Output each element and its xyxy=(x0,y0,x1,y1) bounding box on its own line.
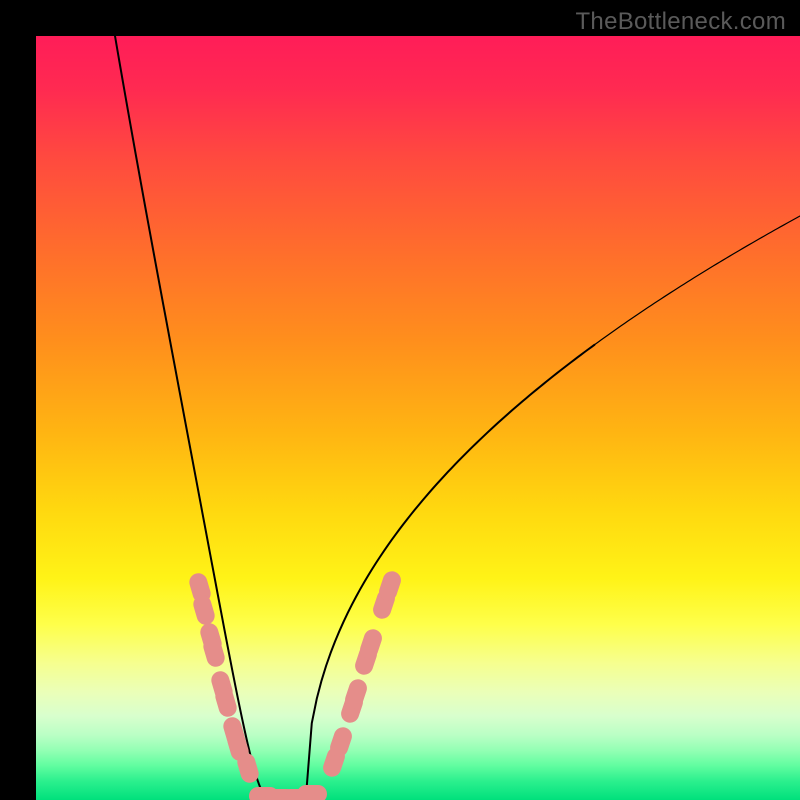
data-marker xyxy=(212,646,215,658)
data-marker xyxy=(246,762,249,774)
data-marker xyxy=(202,604,205,616)
data-marker xyxy=(369,638,373,649)
data-marker xyxy=(388,580,392,591)
chart-frame: TheBottleneck.com xyxy=(0,0,800,800)
data-marker xyxy=(236,740,239,752)
curve-overlay xyxy=(36,36,800,800)
curve-right-tail xyxy=(594,216,800,345)
data-marker xyxy=(198,582,201,594)
watermark-text: TheBottleneck.com xyxy=(575,8,786,36)
data-marker xyxy=(332,756,336,767)
plot-area xyxy=(36,36,800,800)
data-marker xyxy=(339,736,343,747)
data-marker xyxy=(354,688,358,699)
data-marker xyxy=(224,696,227,708)
